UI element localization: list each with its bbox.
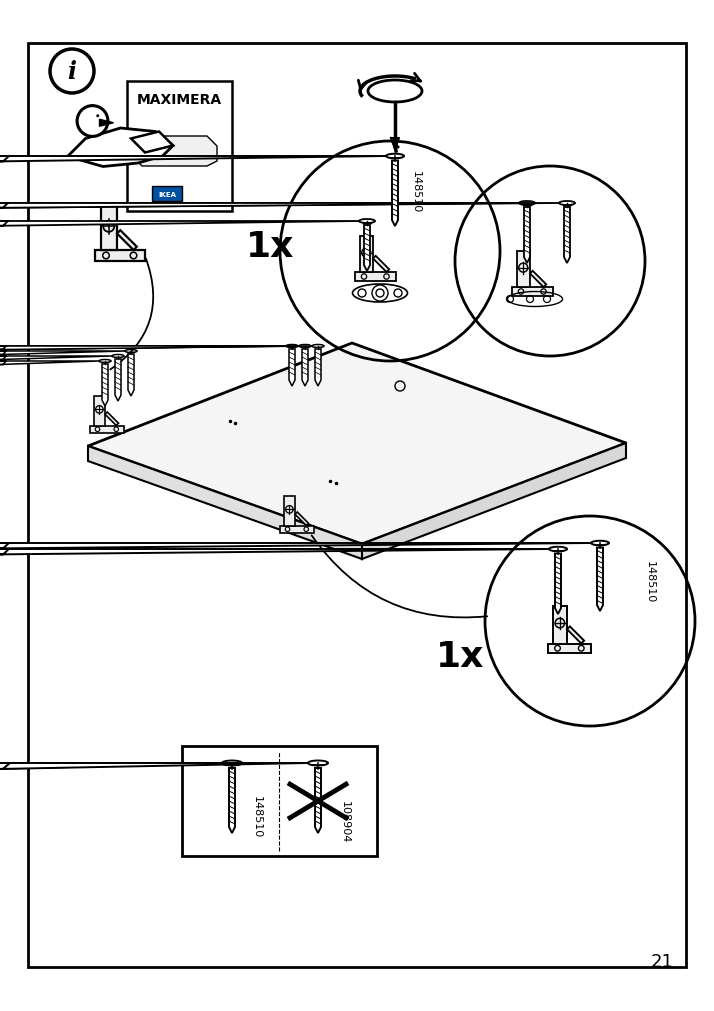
- Polygon shape: [283, 496, 295, 526]
- Polygon shape: [315, 350, 321, 386]
- Text: 1x: 1x: [436, 639, 484, 673]
- Polygon shape: [0, 221, 359, 226]
- Bar: [127, 82, 232, 211]
- Polygon shape: [0, 204, 559, 208]
- Polygon shape: [555, 554, 561, 615]
- Bar: [152, 187, 182, 202]
- Polygon shape: [0, 763, 222, 769]
- Polygon shape: [101, 207, 117, 251]
- Text: 21: 21: [650, 952, 673, 970]
- Polygon shape: [229, 768, 235, 833]
- Polygon shape: [530, 272, 546, 288]
- Polygon shape: [289, 350, 295, 386]
- Polygon shape: [364, 225, 370, 272]
- Polygon shape: [0, 347, 286, 350]
- Polygon shape: [90, 426, 124, 434]
- Polygon shape: [88, 447, 362, 559]
- Polygon shape: [597, 548, 603, 612]
- Circle shape: [96, 115, 99, 118]
- Polygon shape: [105, 412, 119, 426]
- Polygon shape: [516, 252, 530, 288]
- Text: 1x: 1x: [246, 229, 294, 264]
- Text: 148510: 148510: [645, 560, 655, 603]
- Polygon shape: [360, 237, 373, 273]
- Polygon shape: [102, 365, 108, 406]
- Polygon shape: [548, 644, 590, 653]
- Polygon shape: [95, 251, 144, 262]
- Polygon shape: [0, 357, 112, 360]
- Polygon shape: [0, 347, 312, 350]
- Polygon shape: [392, 162, 398, 226]
- Polygon shape: [280, 526, 313, 534]
- Polygon shape: [0, 763, 308, 769]
- Polygon shape: [0, 352, 125, 355]
- Polygon shape: [0, 549, 549, 555]
- Polygon shape: [115, 360, 121, 401]
- Text: MAXIMERA: MAXIMERA: [137, 93, 222, 107]
- Bar: [182, 746, 377, 856]
- Polygon shape: [362, 444, 626, 559]
- Polygon shape: [567, 627, 584, 644]
- Polygon shape: [99, 120, 114, 127]
- Polygon shape: [512, 288, 553, 296]
- Polygon shape: [94, 396, 105, 426]
- FancyArrowPatch shape: [311, 536, 487, 618]
- Polygon shape: [373, 257, 389, 273]
- Polygon shape: [128, 355, 134, 396]
- Polygon shape: [524, 208, 530, 264]
- Circle shape: [77, 106, 108, 137]
- Polygon shape: [88, 344, 626, 545]
- Text: 148510: 148510: [411, 171, 421, 213]
- Polygon shape: [137, 136, 217, 167]
- Polygon shape: [0, 347, 299, 350]
- Polygon shape: [0, 204, 519, 208]
- Polygon shape: [0, 362, 99, 365]
- Polygon shape: [295, 513, 308, 526]
- Polygon shape: [0, 544, 591, 549]
- Polygon shape: [315, 768, 321, 833]
- Polygon shape: [0, 157, 386, 162]
- Polygon shape: [131, 132, 173, 154]
- Text: 108904: 108904: [340, 800, 350, 842]
- Text: i: i: [68, 60, 76, 84]
- FancyArrowPatch shape: [110, 260, 154, 370]
- Polygon shape: [553, 606, 567, 644]
- Polygon shape: [117, 231, 137, 251]
- Text: 148510: 148510: [252, 795, 262, 837]
- Text: IKEA: IKEA: [158, 191, 176, 197]
- Polygon shape: [302, 350, 308, 386]
- Polygon shape: [564, 208, 570, 264]
- Polygon shape: [68, 128, 173, 168]
- Polygon shape: [355, 273, 396, 282]
